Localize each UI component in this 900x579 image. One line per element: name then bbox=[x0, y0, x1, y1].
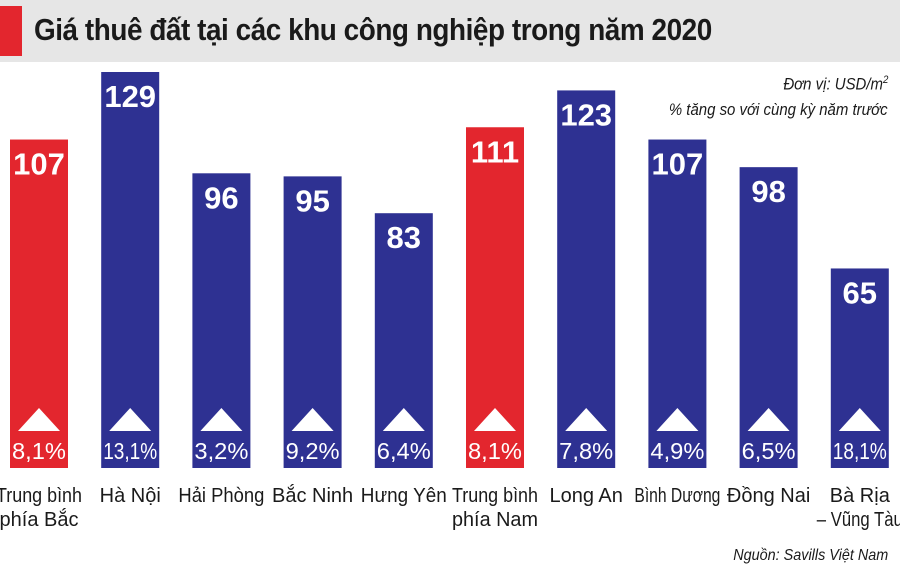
category-label: Bắc Ninh bbox=[272, 484, 353, 507]
unit-text: Đơn vị: USD/m bbox=[782, 74, 883, 94]
growth-up-arrow-icon bbox=[18, 408, 60, 431]
growth-label: 7,8% bbox=[559, 438, 613, 464]
growth-label: 18,1% bbox=[833, 438, 887, 464]
bar-value-label: 111 bbox=[471, 134, 519, 169]
category-label: Đồng Nai bbox=[727, 485, 810, 507]
growth-label: 13,1% bbox=[103, 438, 157, 464]
category-label: phía Nam bbox=[452, 509, 538, 531]
chart-header: Giá thuê đất tại các khu công nghiệp tro… bbox=[0, 0, 900, 62]
category-label: phía Bắc bbox=[0, 508, 78, 531]
category-label: Bình Dương bbox=[634, 485, 720, 507]
growth-up-arrow-icon bbox=[565, 408, 608, 431]
growth-up-arrow-icon bbox=[200, 408, 243, 431]
bar bbox=[557, 90, 616, 468]
growth-label: 9,2% bbox=[286, 438, 340, 464]
bar-value-label: 123 bbox=[560, 97, 612, 132]
growth-label: 6,5% bbox=[742, 438, 796, 464]
growth-label: 8,1% bbox=[12, 438, 66, 464]
growth-label: 3,2% bbox=[194, 438, 248, 464]
header-accent-bar bbox=[0, 6, 22, 56]
unit-label: Đơn vị: USD/m2 bbox=[783, 74, 888, 95]
bar bbox=[830, 268, 889, 468]
growth-label: 8,1% bbox=[468, 438, 522, 464]
growth-up-arrow-icon bbox=[382, 408, 425, 431]
bar-value-label: 96 bbox=[204, 180, 238, 215]
growth-label: 4,9% bbox=[650, 438, 704, 464]
category-label: Hà Nội bbox=[100, 485, 161, 507]
growth-up-arrow-icon bbox=[291, 408, 334, 431]
bar-value-label: 83 bbox=[387, 220, 421, 255]
growth-up-arrow-icon bbox=[474, 408, 516, 431]
category-label: Hưng Yên bbox=[361, 485, 447, 507]
growth-label: 6,4% bbox=[377, 438, 431, 464]
growth-up-arrow-icon bbox=[747, 408, 790, 431]
growth-up-arrow-icon bbox=[109, 408, 152, 431]
growth-note: % tăng so với cùng kỳ năm trước bbox=[669, 100, 888, 119]
category-label: Trung bình bbox=[452, 485, 538, 507]
category-label: Long An bbox=[549, 485, 622, 507]
bar-value-label: 129 bbox=[104, 79, 156, 114]
unit-superscript: 2 bbox=[882, 74, 888, 86]
growth-up-arrow-icon bbox=[838, 408, 881, 431]
bar-value-label: 98 bbox=[751, 174, 785, 209]
bar bbox=[101, 72, 160, 468]
source-note: Nguồn: Savills Việt Nam bbox=[732, 547, 888, 564]
category-label: Bà Rịa bbox=[830, 485, 891, 507]
category-label: Hải Phòng bbox=[178, 485, 264, 507]
bar-value-label: 107 bbox=[13, 147, 65, 182]
bar-value-label: 65 bbox=[843, 275, 877, 310]
bar-value-label: 107 bbox=[652, 147, 704, 182]
category-label: – Vũng Tàu bbox=[817, 509, 900, 531]
growth-up-arrow-icon bbox=[656, 408, 699, 431]
chart-title: Giá thuê đất tại các khu công nghiệp tro… bbox=[34, 12, 712, 47]
bar-value-label: 95 bbox=[295, 183, 329, 218]
category-label: Trung bình bbox=[0, 485, 82, 507]
